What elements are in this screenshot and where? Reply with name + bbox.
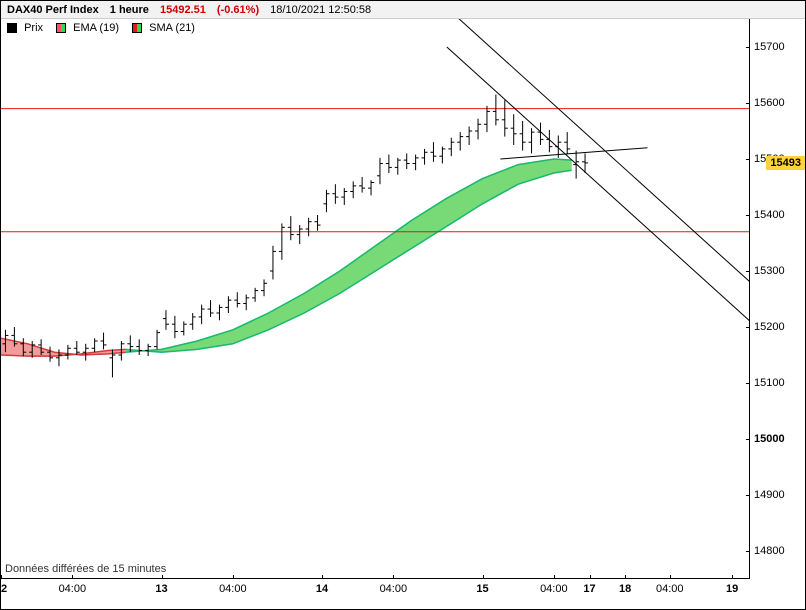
x-axis-label: 04:00	[219, 583, 247, 595]
chart-plot-area[interactable]	[1, 19, 750, 579]
chart-svg	[1, 19, 750, 579]
legend-prix: Prix	[7, 19, 43, 37]
y-axis-label: 15400	[754, 209, 785, 221]
y-axis-label: 15700	[754, 41, 785, 53]
legend-label: Prix	[24, 22, 43, 34]
x-axis-label: 04:00	[59, 583, 87, 595]
swatch-icon	[7, 23, 17, 33]
y-axis-label: 14800	[754, 545, 785, 557]
chart-legend: Prix EMA (19) SMA (21)	[1, 19, 805, 37]
y-axis: 1480014900150001510015200153001540015500…	[749, 19, 805, 579]
y-axis-label: 15300	[754, 265, 785, 277]
x-axis-label: 14	[316, 583, 328, 595]
x-axis-label: 13	[155, 583, 167, 595]
price-change: (-0.61%)	[217, 4, 259, 16]
x-axis: 12 04:00 13 04:00 14 04:00 15 04:00 17 18 04:00 19	[1, 578, 750, 609]
current-price-tag: 15493	[766, 156, 805, 170]
timestamp: 18/10/2021 12:50:58	[270, 4, 371, 16]
y-axis-label: 14900	[754, 489, 785, 501]
chart-container: DAX40 Perf Index 1 heure 15492.51 (-0.61…	[0, 0, 806, 610]
x-axis-label: 17	[583, 583, 595, 595]
x-axis-label: 04:00	[380, 583, 408, 595]
chart-header: DAX40 Perf Index 1 heure 15492.51 (-0.61…	[1, 1, 805, 19]
y-axis-label: 15600	[754, 97, 785, 109]
y-axis-label: 15100	[754, 377, 785, 389]
legend-label: SMA (21)	[149, 22, 195, 34]
data-delay-note: Données différées de 15 minutes	[5, 563, 166, 575]
legend-ema: EMA (19)	[56, 19, 119, 37]
legend-sma: SMA (21)	[132, 19, 195, 37]
x-axis-label: 19	[726, 583, 738, 595]
y-axis-label: 15000	[754, 433, 785, 445]
swatch-icon	[56, 23, 66, 33]
x-axis-label: 12	[0, 583, 7, 595]
swatch-icon	[132, 23, 142, 33]
x-axis-label: 04:00	[656, 583, 684, 595]
price-tag-value: 15493	[770, 157, 801, 169]
x-axis-label: 15	[476, 583, 488, 595]
x-axis-label: 18	[619, 583, 631, 595]
last-price: 15492.51	[160, 4, 206, 16]
y-axis-label: 15200	[754, 321, 785, 333]
instrument-title: DAX40 Perf Index	[7, 4, 99, 16]
legend-label: EMA (19)	[73, 22, 119, 34]
timeframe-label: 1 heure	[110, 4, 149, 16]
x-axis-label: 04:00	[540, 583, 568, 595]
